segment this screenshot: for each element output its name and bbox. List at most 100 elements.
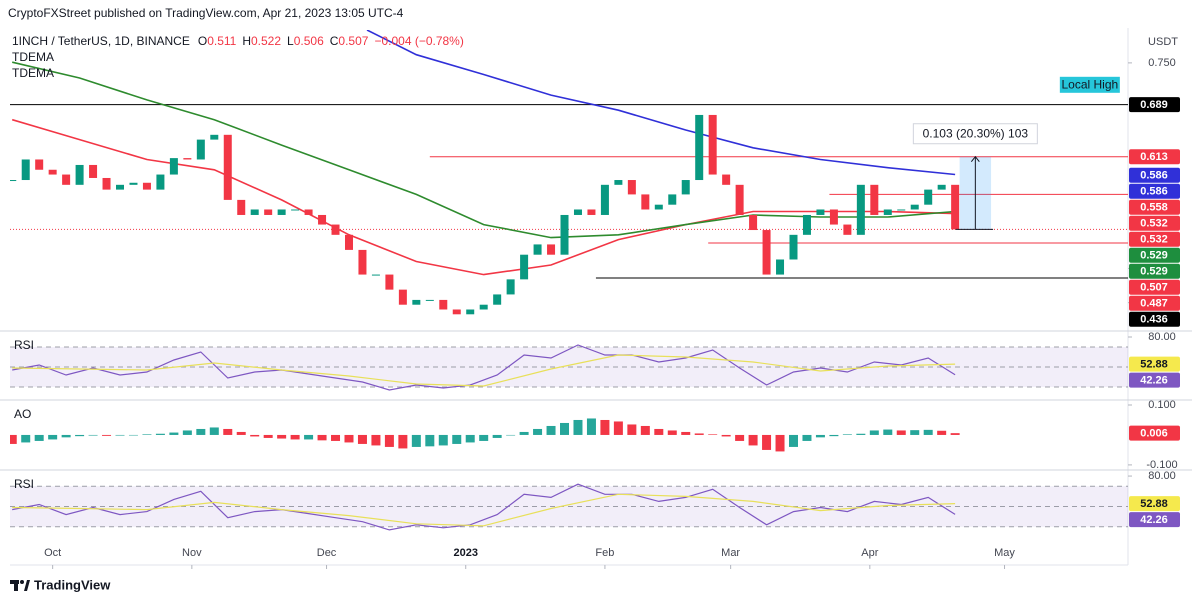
- candle: [318, 214, 327, 225]
- ao-bar: [937, 430, 947, 435]
- price-badge-label: 0.689: [1140, 99, 1168, 111]
- candle: [533, 244, 542, 255]
- price-badge: [1129, 231, 1180, 247]
- candle: [223, 134, 232, 200]
- ao-bar: [708, 434, 718, 435]
- candle: [829, 209, 838, 225]
- legend: 1INCH / TetherUS, 1D, BINANCE O0.511 H0.52…: [12, 34, 464, 48]
- price-badge: [1129, 496, 1180, 512]
- candle: [10, 180, 17, 182]
- logo-mark: [24, 580, 30, 591]
- candle: [479, 304, 488, 310]
- price-badge-label: 0.487: [1140, 298, 1168, 310]
- candle: [749, 214, 758, 231]
- ao-bar: [48, 434, 58, 440]
- ao-bar: [600, 419, 610, 435]
- price-badge: [1129, 356, 1180, 372]
- indicator-name: TDEMA: [12, 66, 54, 80]
- y-tick-label: -0.100: [1146, 459, 1177, 471]
- candle: [547, 244, 556, 255]
- price-badge-label: 0.532: [1140, 218, 1168, 230]
- candle: [587, 209, 596, 215]
- ao-bar: [331, 434, 341, 441]
- price-badge-label: 42.26: [1140, 514, 1168, 526]
- candle: [560, 214, 569, 255]
- candle: [237, 199, 246, 215]
- candle: [142, 182, 151, 190]
- candle: [520, 254, 529, 280]
- ao-bar: [492, 434, 502, 438]
- price-badge: [1129, 183, 1180, 199]
- ao-bar: [735, 434, 745, 441]
- ao-bar: [142, 434, 152, 435]
- ao-bar: [586, 418, 596, 435]
- ao-bar: [236, 431, 246, 435]
- price-badge-label: 0.529: [1140, 266, 1168, 278]
- price-badge: [1129, 149, 1180, 165]
- price-badge-label: 52.88: [1140, 359, 1168, 371]
- price-badge-label: 0.006: [1140, 428, 1168, 440]
- ohlc-label: H: [242, 34, 251, 48]
- panel-title: RSI: [14, 338, 34, 352]
- annotation-label: Local High: [1061, 77, 1118, 91]
- ao-bar: [223, 428, 233, 435]
- candle: [802, 214, 811, 235]
- price-badge: [1129, 215, 1180, 231]
- candle: [762, 230, 771, 275]
- measure-label-box: [912, 123, 1038, 145]
- candle: [129, 182, 138, 185]
- price-badge: [1129, 372, 1180, 388]
- ohlc-value: 0.522: [251, 34, 281, 48]
- price-badge: [1129, 247, 1180, 263]
- ao-bar: [21, 434, 31, 443]
- price-badge-label: 42.26: [1140, 375, 1168, 387]
- candle: [614, 180, 623, 185]
- ohlc-value: 0.507: [338, 34, 368, 48]
- price-badge: [1129, 425, 1180, 441]
- currency: USDT: [1148, 36, 1178, 48]
- price-badge-label: 0.613: [1140, 151, 1168, 163]
- ao-bar: [613, 421, 623, 435]
- ao-bar: [910, 430, 920, 435]
- ao-bar: [304, 434, 314, 440]
- candle: [897, 209, 906, 211]
- ao-bar: [896, 430, 906, 435]
- x-tick-label: Apr: [861, 547, 878, 559]
- ao-bar: [438, 434, 448, 446]
- candle: [654, 204, 663, 210]
- x-tick-label: Nov: [182, 547, 202, 559]
- ao-bar: [640, 425, 650, 435]
- ao-bar: [923, 429, 933, 435]
- ao-bar: [721, 434, 731, 437]
- candle: [331, 224, 340, 235]
- price-badge: [1129, 311, 1180, 327]
- candle: [681, 180, 690, 195]
- change: −0.004 (−0.78%): [374, 34, 463, 48]
- candle: [641, 194, 650, 210]
- candle: [48, 169, 57, 175]
- candle: [210, 134, 219, 140]
- y-tick-label: 0.750: [1148, 57, 1176, 69]
- logo-mark: [14, 580, 18, 591]
- candle: [371, 274, 380, 276]
- x-tick-label: Oct: [44, 547, 61, 559]
- ao-bar: [681, 431, 691, 435]
- candle: [466, 309, 475, 315]
- ohlc-label: C: [330, 34, 339, 48]
- ohlc-label: L: [287, 34, 294, 48]
- ao-bar: [128, 434, 138, 436]
- y-tick-label: 80.00: [1148, 331, 1176, 343]
- ao-bar: [465, 434, 475, 443]
- panel-title: RSI: [14, 477, 34, 491]
- ao-bar: [344, 434, 354, 443]
- ao-bar: [88, 434, 98, 436]
- price-badge-label: 0.586: [1140, 186, 1168, 198]
- ao-bar: [398, 434, 408, 449]
- ao-bar: [250, 434, 260, 437]
- ao-bar: [856, 433, 866, 435]
- x-tick-label: Feb: [595, 547, 614, 559]
- panel: [10, 483, 1128, 531]
- ao-bar: [155, 433, 165, 435]
- price-badge: [1129, 279, 1180, 295]
